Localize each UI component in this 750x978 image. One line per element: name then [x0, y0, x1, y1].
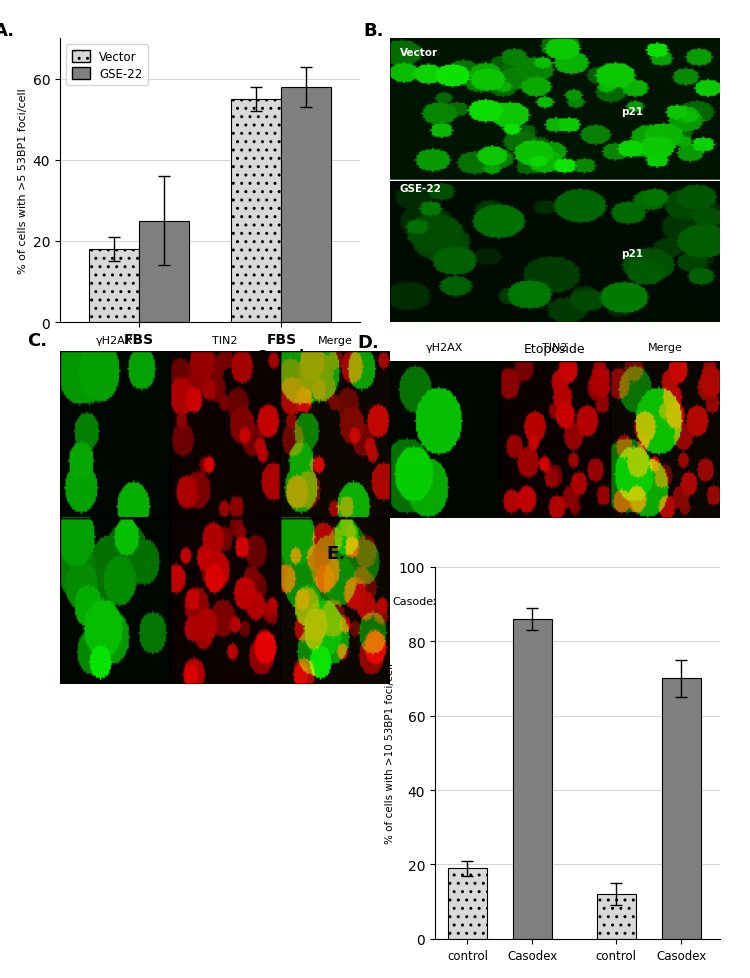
Text: GSE-22: GSE-22	[400, 184, 442, 194]
Y-axis label: % of cells with >10 53BP1 foci/cell: % of cells with >10 53BP1 foci/cell	[385, 663, 394, 843]
Bar	[280, 518, 390, 685]
Bar	[232, 100, 281, 323]
Text: C.: C.	[27, 333, 47, 350]
Bar	[139, 221, 188, 323]
Bar	[390, 39, 720, 180]
Bar	[88, 249, 139, 323]
Bar	[170, 518, 280, 685]
Bar	[597, 894, 636, 939]
Text: E.: E.	[327, 545, 346, 563]
Text: Casodex: Casodex	[392, 597, 439, 606]
Bar	[610, 362, 720, 518]
Text: γH2AX: γH2AX	[426, 342, 464, 352]
Text: B.: B.	[364, 22, 384, 40]
Text: p21: p21	[621, 249, 643, 259]
Text: Merge: Merge	[647, 342, 682, 352]
Text: γH2AX: γH2AX	[96, 335, 134, 345]
Text: Etoposide: Etoposide	[524, 342, 586, 356]
Text: TIN2: TIN2	[212, 335, 238, 345]
Text: Merge: Merge	[317, 335, 352, 345]
Text: TIN2: TIN2	[542, 342, 568, 352]
Bar	[662, 679, 700, 939]
Bar	[281, 88, 332, 323]
Bar	[60, 352, 170, 518]
Bar	[390, 182, 720, 323]
Text: Vector: Vector	[400, 48, 438, 58]
Text: p21: p21	[621, 108, 643, 117]
Y-axis label: % of cells with >5 53BP1 foci/cell: % of cells with >5 53BP1 foci/cell	[19, 88, 28, 274]
Bar	[500, 362, 610, 518]
Bar	[280, 352, 390, 518]
Bar	[170, 352, 280, 518]
Text: A.: A.	[0, 22, 15, 40]
Bar	[60, 518, 170, 685]
Bar	[390, 362, 500, 518]
Text: control: control	[392, 430, 430, 440]
Legend: Vector, GSE-22: Vector, GSE-22	[66, 45, 148, 86]
Bar	[513, 619, 551, 939]
Bar	[448, 868, 487, 939]
Text: D.: D.	[357, 333, 379, 352]
